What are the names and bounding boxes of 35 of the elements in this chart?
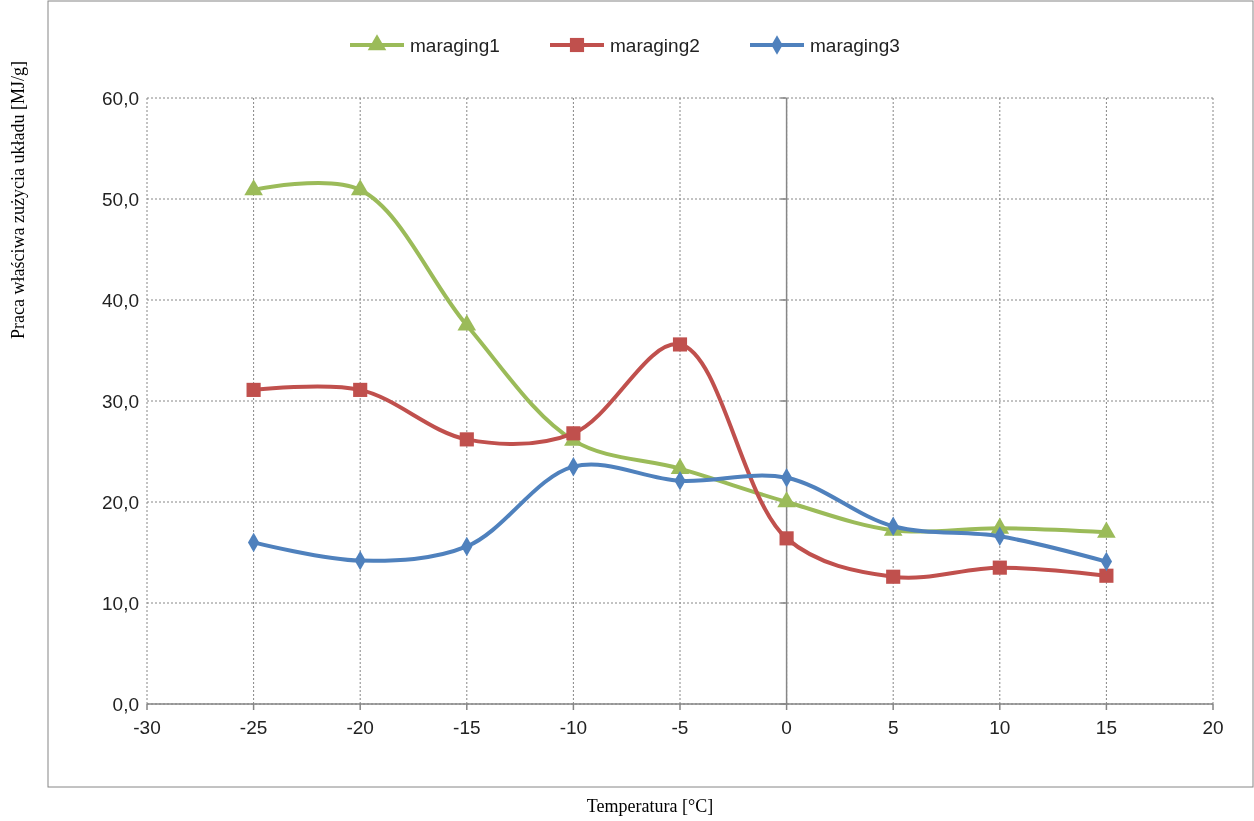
point xyxy=(457,314,477,331)
x-tick-label: -30 xyxy=(133,717,161,738)
point xyxy=(672,337,688,352)
y-axis-title: Praca właściwa zużycia układu [MJ/g] xyxy=(8,61,28,339)
x-tick-label: -10 xyxy=(559,717,588,738)
x-tick-label: 20 xyxy=(1202,717,1224,738)
x-tick-label: 5 xyxy=(887,717,899,738)
legend-label: maraging3 xyxy=(810,34,900,56)
point xyxy=(350,179,370,196)
point xyxy=(353,382,368,397)
y-tick-label: 40,0 xyxy=(102,289,139,311)
legend-label: maraging1 xyxy=(410,34,500,56)
x-tick-label: -5 xyxy=(671,717,689,738)
x-tick-label: 10 xyxy=(989,717,1011,738)
y-tick-label: 20,0 xyxy=(102,491,139,513)
x-tick-label: -20 xyxy=(346,717,374,738)
point xyxy=(1099,568,1114,583)
point xyxy=(566,426,581,441)
y-tick-label: 50,0 xyxy=(102,188,139,210)
y-tick-label: 60,0 xyxy=(102,87,139,109)
x-axis-title: Temperatura [°C] xyxy=(586,796,714,816)
y-tick-label: 0,0 xyxy=(112,693,139,715)
point xyxy=(992,560,1007,575)
point xyxy=(246,382,261,397)
y-tick-label: 10,0 xyxy=(102,592,139,614)
x-tick-label: 0 xyxy=(781,717,792,738)
y-tick-label: 30,0 xyxy=(102,390,139,412)
legend-label: maraging2 xyxy=(610,34,700,56)
x-tick-label: -25 xyxy=(239,717,268,738)
point xyxy=(244,179,263,196)
x-tick-label: 15 xyxy=(1095,717,1117,738)
point xyxy=(886,569,901,584)
point xyxy=(779,531,794,546)
x-tick-label: -15 xyxy=(453,717,481,738)
point xyxy=(459,432,474,447)
